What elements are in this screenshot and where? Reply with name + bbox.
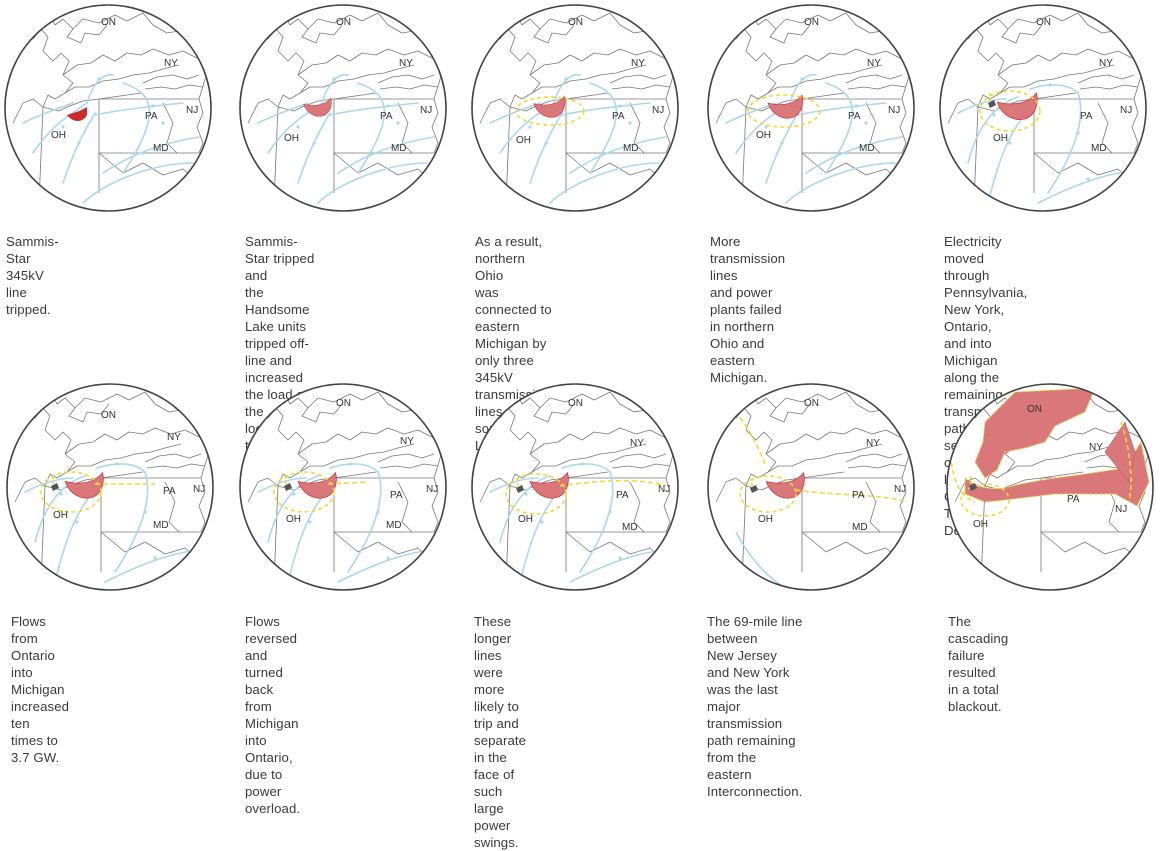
region-label-nj: NJ xyxy=(186,105,198,116)
region-label-on: ON xyxy=(336,17,351,28)
region-label-md: MD xyxy=(623,143,639,154)
region-label-md: MD xyxy=(622,522,638,533)
region-label-pa: PA xyxy=(612,111,625,122)
region-label-nj: NJ xyxy=(1120,105,1132,116)
region-label-pa: PA xyxy=(145,111,158,122)
region-label-nj: NJ xyxy=(658,484,670,495)
circular-map: ON NY PA NJ MD OH xyxy=(5,382,215,592)
region-label-on: ON xyxy=(1027,404,1042,415)
region-label-nj: NJ xyxy=(888,105,900,116)
region-label-oh: OH xyxy=(516,135,531,146)
region-label-md: MD xyxy=(391,143,407,154)
region-label-pa: PA xyxy=(848,111,861,122)
region-label-pa: PA xyxy=(390,490,403,501)
region-label-ny: NY xyxy=(399,58,413,69)
region-label-nj: NJ xyxy=(652,105,664,116)
region-label-oh: OH xyxy=(51,130,66,141)
region-label-ny: NY xyxy=(867,58,881,69)
region-label-md: MD xyxy=(386,520,402,531)
outage-overlay xyxy=(24,462,202,583)
region-label-ny: NY xyxy=(164,58,178,69)
circular-map: ON NY PA NJ MD OH xyxy=(238,382,448,592)
circular-map: ON NY PA NJ MD OH xyxy=(3,3,213,213)
region-label-pa: PA xyxy=(1080,111,1093,122)
region-label-on: ON xyxy=(568,17,583,28)
region-label-ny: NY xyxy=(630,438,644,449)
region-label-nj: NJ xyxy=(1115,504,1127,515)
region-label-ny: NY xyxy=(631,58,645,69)
region-label-md: MD xyxy=(1091,143,1107,154)
region-label-pa: PA xyxy=(1067,494,1080,505)
region-label-pa: PA xyxy=(616,490,629,501)
region-label-ny: NY xyxy=(400,436,414,447)
region-label-ny: NY xyxy=(1099,58,1113,69)
circular-map: ON NY PA NJ OH xyxy=(945,382,1155,592)
outage-overlay xyxy=(489,462,667,583)
panel-caption: More transmission lines and power plants… xyxy=(710,234,786,385)
region-label-oh: OH xyxy=(756,130,771,141)
region-label-md: MD xyxy=(859,143,875,154)
region-label-nj: NJ xyxy=(193,484,205,495)
circular-map: ON NY PA NJ MD OH xyxy=(470,382,680,592)
circular-map: ON NY PA NJ MD OH xyxy=(706,3,916,213)
region-label-ny: NY xyxy=(866,438,880,449)
region-label-nj: NJ xyxy=(426,484,438,495)
region-label-pa: PA xyxy=(380,111,393,122)
region-label-on: ON xyxy=(101,17,116,28)
panel-caption: The cascading failure resulted in a tota… xyxy=(948,614,1009,714)
region-label-ny: NY xyxy=(1089,442,1103,453)
region-label-oh: OH xyxy=(518,514,533,525)
circular-map: ON NY PA NJ MD OH xyxy=(938,3,1148,213)
outage-overlay xyxy=(950,387,1150,517)
region-label-on: ON xyxy=(804,17,819,28)
circular-map: ON NY PA NJ MD OH xyxy=(238,3,448,213)
region-label-oh: OH xyxy=(286,514,301,525)
region-label-oh: OH xyxy=(284,133,299,144)
region-label-md: MD xyxy=(153,520,169,531)
circular-map: ON NY PA NJ MD OH xyxy=(470,3,680,213)
region-label-on: ON xyxy=(101,410,116,421)
panel-caption: Flows from Ontario into Michigan increas… xyxy=(11,614,70,765)
panel-caption: Sammis-Star 345kV line tripped. xyxy=(6,234,59,317)
outage-overlay xyxy=(725,74,903,204)
region-label-oh: OH xyxy=(973,519,988,530)
region-label-oh: OH xyxy=(758,514,773,525)
outage-overlay xyxy=(489,74,667,204)
region-label-oh: OH xyxy=(53,510,68,521)
region-label-md: MD xyxy=(852,522,868,533)
region-label-on: ON xyxy=(1036,17,1051,28)
panel-caption: The 69-mile line between New Jersey and … xyxy=(707,614,803,799)
circular-map: ON NY PA NJ MD OH xyxy=(706,382,916,592)
region-label-nj: NJ xyxy=(420,105,432,116)
region-label-on: ON xyxy=(568,398,583,409)
region-label-on: ON xyxy=(336,398,351,409)
panel-caption: Flows reversed and turned back from Mich… xyxy=(245,614,301,816)
outage-overlay xyxy=(22,74,200,204)
region-label-oh: OH xyxy=(993,133,1008,144)
panel-caption: These longer lines were more likely to t… xyxy=(474,614,527,850)
region-label-pa: PA xyxy=(852,490,865,501)
region-label-nj: NJ xyxy=(894,484,906,495)
outage-overlay xyxy=(257,74,435,204)
region-label-md: MD xyxy=(153,143,169,154)
region-label-pa: PA xyxy=(163,486,176,497)
region-label-on: ON xyxy=(804,398,819,409)
region-label-ny: NY xyxy=(167,432,181,443)
